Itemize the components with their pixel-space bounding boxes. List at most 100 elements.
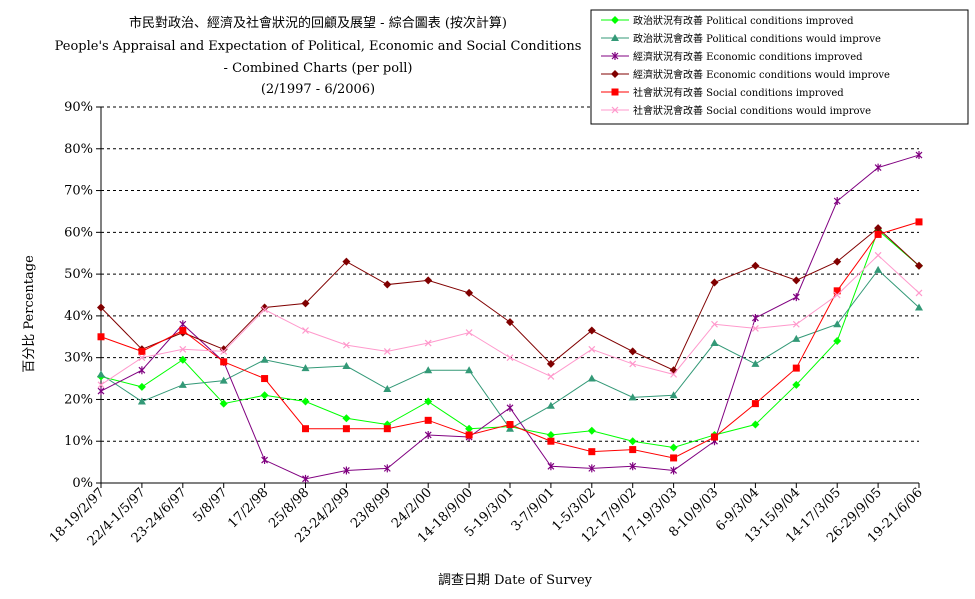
chart-title-line-4: (2/1997 - 6/2006) [261,82,375,97]
data-point [915,289,923,297]
legend-entry: 社會狀況會改善 Social conditions would improve [601,104,871,117]
data-point [792,320,800,328]
x-axis-title: 調查日期 Date of Survey [438,573,593,588]
data-point [628,347,637,356]
series-5 [97,218,923,462]
data-point [137,382,146,391]
data-point [833,197,841,205]
data-point [587,374,596,382]
data-point [611,16,619,24]
data-point [301,299,310,308]
legend-label: 政治狀況會改善 Political conditions would impro… [633,32,881,45]
data-point [301,397,310,406]
data-point [874,265,883,273]
data-point [506,318,514,327]
data-point [628,393,637,401]
data-point [383,347,391,355]
data-point [629,360,637,368]
data-point [424,339,432,347]
data-point [465,288,474,297]
data-point [383,425,391,433]
data-point [588,448,596,456]
data-point [179,327,187,335]
data-point [506,403,514,412]
data-point [792,380,801,389]
data-point [611,34,619,41]
data-point [506,424,514,432]
y-axis: 0% 10% 20% 30% 40% 50% 60% 70% 80% 90% [64,100,102,491]
x-tick-label: 23/8/99 [348,485,394,531]
data-point [97,370,105,378]
data-point [302,474,309,483]
data-point [97,387,105,396]
data-point [751,420,760,429]
legend-entry: 社會狀況有改善 Social conditions improved [601,86,844,99]
data-point [424,397,433,406]
data-point [302,425,309,433]
y-tick-label: 30% [64,351,93,366]
data-point [179,320,187,329]
data-point [751,324,759,332]
data-point [792,364,800,372]
data-point [874,163,882,172]
data-point [424,430,432,439]
legend-label: 經濟狀況有改善 Economic conditions improved [633,50,863,63]
data-point [915,218,923,226]
data-point [710,339,719,347]
data-point [751,400,759,408]
series-6 [97,251,923,389]
data-point [178,355,187,364]
data-point [138,354,146,362]
data-point [220,347,228,355]
data-point [611,70,619,78]
data-point [342,362,351,370]
data-point [302,327,309,334]
gridlines [101,106,919,442]
data-point [751,261,760,270]
data-point [547,462,555,471]
data-point [874,230,882,238]
y-tick-label: 90% [64,100,93,115]
data-point [383,280,392,289]
data-point [711,320,718,328]
x-tick-label: 17/2/98 [225,485,271,531]
data-point [465,366,474,374]
data-point [383,385,392,392]
chart-title: 市民對政治、經濟及社會狀況的回顧及展望 - 綜合圖表 (按次計算) People… [55,15,582,97]
data-point [792,293,800,302]
x-tick-label: 5/8/97 [190,485,230,525]
data-point [710,278,719,287]
data-point [546,359,555,368]
y-tick-label: 10% [64,434,93,449]
y-tick-label: 50% [64,267,93,282]
data-point [915,151,923,160]
data-point [261,306,269,314]
series-2 [97,265,923,432]
data-point [424,276,433,285]
data-point [261,456,269,465]
data-point [97,381,105,389]
series-4 [97,224,923,375]
data-point [611,106,619,114]
data-point [465,329,473,337]
data-point [833,336,842,345]
data-point [138,347,146,355]
legend-entry: 政治狀況有改善 Political conditions improved [601,14,854,27]
chart-title-line-2: People's Appraisal and Expectation of Po… [55,39,582,54]
data-point [178,380,187,388]
data-point [260,391,269,400]
data-point [342,414,351,423]
data-point [301,364,310,372]
data-point [342,341,350,349]
data-point [342,425,350,433]
data-point [711,433,718,441]
data-point [465,424,474,433]
series-3 [97,151,923,483]
data-point [546,430,555,439]
data-point [342,466,350,475]
data-point [260,303,269,312]
data-point [261,375,269,383]
data-point [669,443,678,452]
legend-label: 政治狀況有改善 Political conditions improved [633,14,854,27]
